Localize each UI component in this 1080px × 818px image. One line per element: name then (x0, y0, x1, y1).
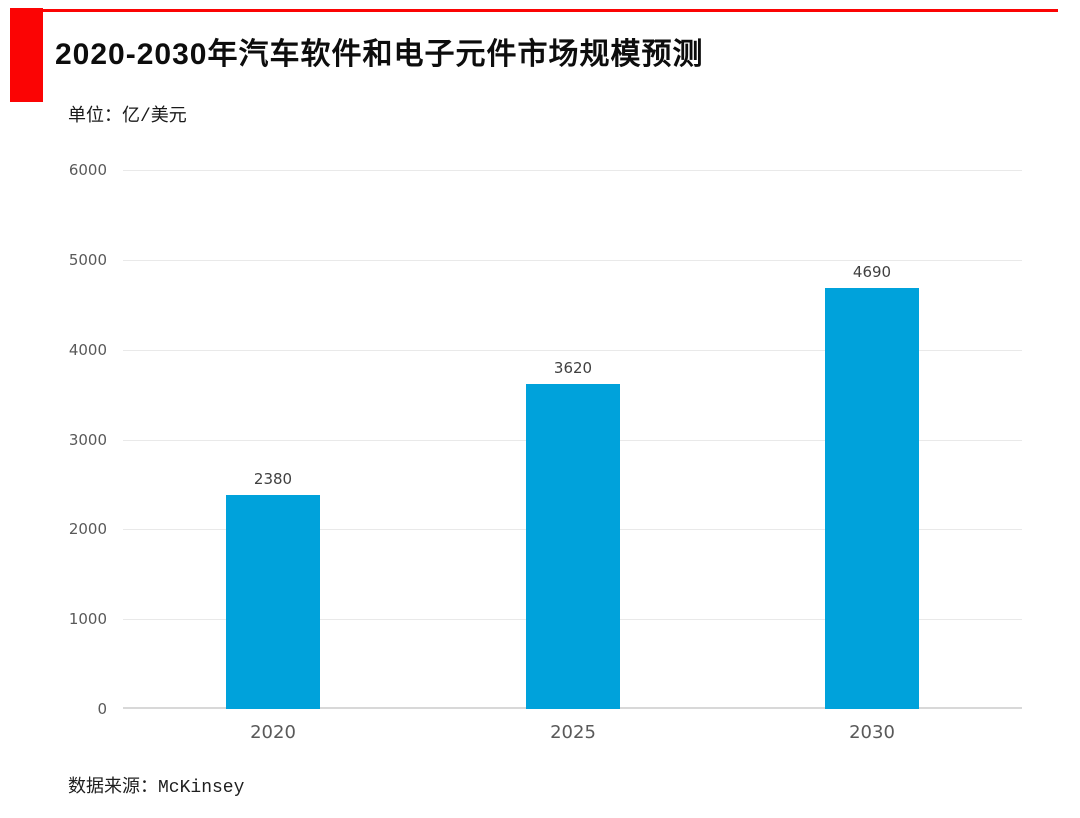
gridline-6000 (123, 170, 1022, 171)
y-tick-label-4000: 4000 (68, 341, 107, 359)
bar-chart: 0 1000 2000 3000 4000 5000 6000 2380 3620 4690 2… (69, 161, 1022, 743)
bar-2025 (526, 384, 620, 709)
gridline-4000 (123, 350, 1022, 351)
page-title: 2020-2030年汽车软件和电子元件市场规模预测 (55, 38, 704, 71)
y-tick-label-5000: 5000 (68, 251, 107, 269)
value-label-2025: 3620 (553, 359, 593, 377)
y-tick-label-1000: 1000 (68, 610, 107, 628)
gridline-5000 (123, 260, 1022, 261)
x-tick-label-2030: 2030 (849, 722, 895, 743)
value-label-2030: 4690 (852, 263, 892, 281)
y-tick-label-2000: 2000 (68, 520, 107, 538)
x-tick-label-2025: 2025 (550, 722, 596, 743)
data-source-label: 数据来源：McKinsey (68, 778, 245, 798)
x-tick-label-2020: 2020 (250, 722, 296, 743)
red-accent-line (10, 9, 1058, 12)
bar-column-2020: 2380 (123, 170, 423, 709)
bar-column-2030: 4690 (722, 170, 1022, 709)
y-tick-label-0: 0 (97, 700, 107, 718)
bar-column-2025: 3620 (423, 170, 723, 709)
red-accent-block (10, 8, 43, 102)
y-tick-label-3000: 3000 (68, 431, 107, 449)
unit-label: 单位：亿/美元 (68, 107, 187, 127)
y-tick-label-6000: 6000 (68, 161, 107, 179)
bar-2020 (226, 495, 320, 709)
bar-2030 (825, 288, 919, 709)
value-label-2020: 2380 (253, 470, 293, 488)
